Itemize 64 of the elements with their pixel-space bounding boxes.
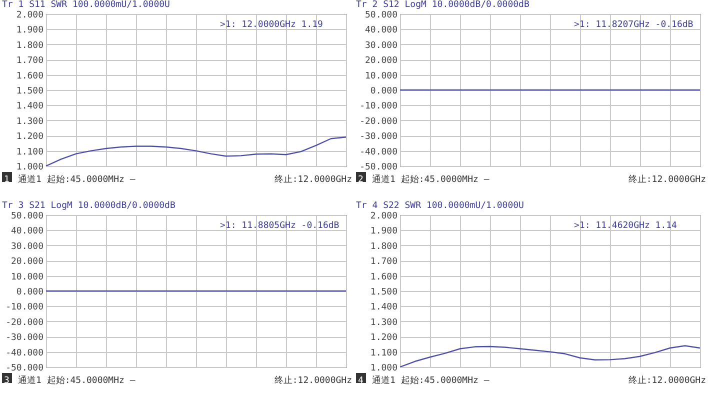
text: 3 xyxy=(4,376,10,386)
y-tick-label: 1.400 xyxy=(370,302,398,313)
y-tick-label: 1.300 xyxy=(370,318,398,328)
text: 2 xyxy=(358,175,364,185)
y-tick-label: 2.000 xyxy=(370,212,398,222)
y-tick-label: 1.000 xyxy=(16,162,44,172)
y-tick-label: -50.000 xyxy=(360,162,398,172)
text: 1 xyxy=(4,175,10,185)
y-tick-label: 1.400 xyxy=(16,102,44,112)
y-tick-label: 0.000 xyxy=(370,86,398,96)
chart-title: Tr 2 S12 LogM 10.0000dB/0.0000dB xyxy=(356,0,530,10)
y-tick-label: 20.000 xyxy=(10,257,44,268)
y-tick-label: 1.100 xyxy=(370,348,398,358)
y-tick-label: 1.000 xyxy=(370,364,398,374)
chart-title: Tr 4 S22 SWR 100.0000mU/1.0000U xyxy=(356,201,524,211)
annotation: >1: 11.4620GHz 1.14 xyxy=(574,221,677,231)
y-tick-label: -50.000 xyxy=(6,364,44,374)
text: 通道1 起始:45.0000MHz — xyxy=(372,174,490,185)
annotation: >1: 11.8805GHz -0.16dB xyxy=(220,221,340,231)
y-tick-label: -30.000 xyxy=(360,132,398,142)
y-tick-label: -20.000 xyxy=(360,116,398,127)
y-tick-label: -40.000 xyxy=(6,348,44,358)
y-tick-label: 30.000 xyxy=(364,40,398,51)
y-tick-label: 1.700 xyxy=(16,56,44,66)
text: 通道1 起始:45.0000MHz — xyxy=(18,375,136,386)
y-tick-label: 40.000 xyxy=(10,226,44,237)
chart-title: Tr 1 S11 SWR 100.0000mU/1.0000U xyxy=(2,0,170,10)
y-tick-label: 40.000 xyxy=(364,26,398,36)
y-tick-label: -40.000 xyxy=(360,147,398,158)
text: 终止:12.0000GHz xyxy=(628,375,706,386)
y-tick-label: 10.000 xyxy=(364,71,398,82)
y-tick-label: 2.000 xyxy=(16,10,44,20)
y-tick-label: 0.000 xyxy=(16,288,44,298)
chart-title: Tr 3 S21 LogM 10.0000dB/0.0000dB xyxy=(2,201,176,211)
text: 终止:12.0000GHz xyxy=(274,375,352,386)
y-tick-label: 1.600 xyxy=(16,71,44,82)
y-tick-label: 50.000 xyxy=(10,212,44,222)
y-tick-label: 1.900 xyxy=(370,226,398,237)
text: 终止:12.0000GHz xyxy=(628,174,706,185)
y-tick-label: 1.900 xyxy=(16,26,44,36)
text: 4 xyxy=(358,376,364,386)
y-tick-label: 1.500 xyxy=(16,86,44,96)
y-tick-label: 1.700 xyxy=(370,257,398,268)
text: 终止:12.0000GHz xyxy=(274,174,352,185)
annotation: >1: 12.0000GHz 1.19 xyxy=(220,20,323,30)
y-tick-label: 10.000 xyxy=(10,272,44,282)
y-tick-label: 1.300 xyxy=(16,116,44,127)
y-tick-label: -10.000 xyxy=(360,102,398,112)
y-tick-label: 1.200 xyxy=(16,132,44,142)
annotation: >1: 11.8207GHz -0.16dB xyxy=(574,20,694,30)
y-tick-label: 50.000 xyxy=(364,10,398,20)
y-tick-label: -30.000 xyxy=(6,333,44,344)
y-tick-label: 1.500 xyxy=(370,288,398,298)
y-tick-label: 1.200 xyxy=(370,333,398,344)
y-tick-label: 1.800 xyxy=(370,242,398,252)
y-tick-label: 20.000 xyxy=(364,56,398,66)
y-tick-label: -20.000 xyxy=(6,318,44,328)
y-tick-label: 1.600 xyxy=(370,272,398,282)
y-tick-label: -10.000 xyxy=(6,302,44,313)
y-tick-label: 1.100 xyxy=(16,147,44,158)
y-tick-label: 1.800 xyxy=(16,40,44,51)
text: 通道1 起始:45.0000MHz — xyxy=(372,375,490,386)
text: 通道1 起始:45.0000MHz — xyxy=(18,174,136,185)
y-tick-label: 30.000 xyxy=(10,242,44,252)
